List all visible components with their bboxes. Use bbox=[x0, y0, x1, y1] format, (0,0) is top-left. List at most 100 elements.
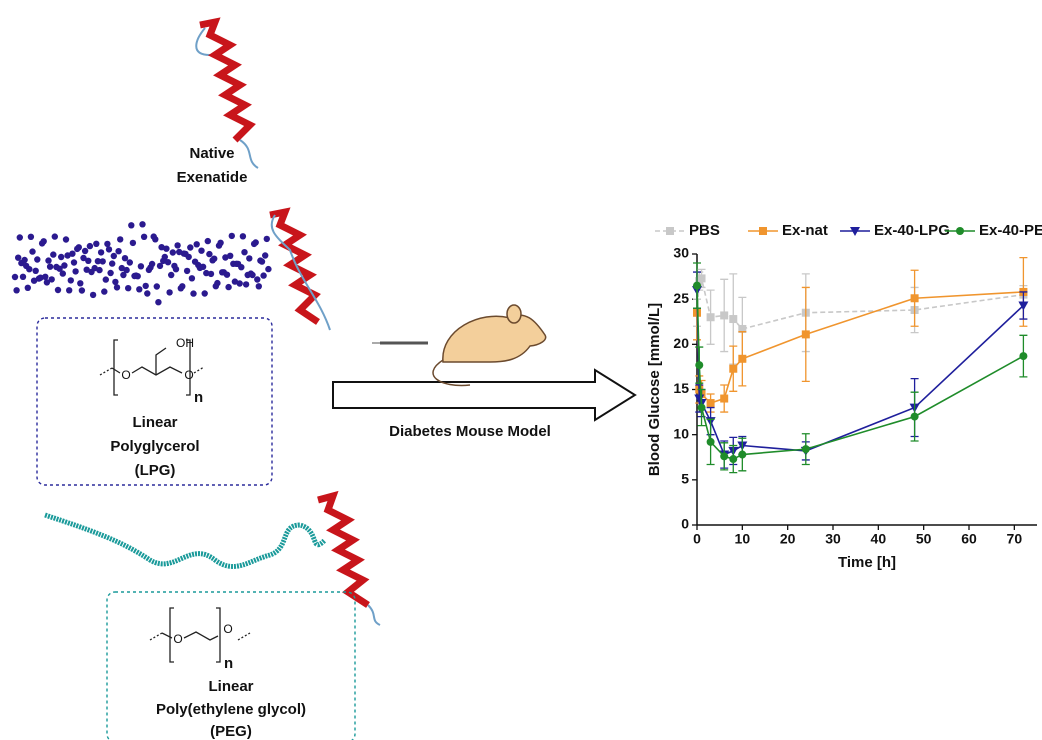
bead bbox=[34, 256, 41, 263]
bead bbox=[223, 271, 231, 278]
bead bbox=[199, 263, 207, 270]
bead bbox=[168, 271, 175, 279]
label: Polyglycerol bbox=[110, 438, 199, 455]
bead bbox=[187, 244, 194, 251]
peg-polymer bbox=[44, 512, 327, 569]
label: (LPG) bbox=[135, 462, 176, 479]
bead bbox=[231, 278, 239, 285]
bead bbox=[66, 287, 73, 294]
bead bbox=[161, 253, 168, 261]
bead bbox=[89, 291, 97, 299]
bead bbox=[238, 264, 245, 271]
y-tick-label: 5 bbox=[681, 471, 689, 487]
bead bbox=[136, 286, 143, 293]
bead bbox=[172, 266, 180, 273]
atom: O bbox=[223, 622, 232, 636]
bead bbox=[246, 255, 253, 262]
marker bbox=[956, 227, 964, 235]
bead bbox=[201, 290, 208, 297]
bead bbox=[155, 299, 162, 306]
bead bbox=[185, 253, 192, 261]
bead bbox=[140, 233, 148, 240]
y-tick-label: 20 bbox=[673, 335, 689, 351]
bead bbox=[207, 270, 215, 278]
marker bbox=[720, 311, 729, 320]
marker bbox=[666, 227, 674, 235]
marker bbox=[706, 399, 715, 408]
bead bbox=[123, 266, 130, 274]
bead bbox=[125, 285, 132, 292]
bead bbox=[81, 247, 89, 255]
bead bbox=[129, 239, 137, 247]
marker bbox=[729, 364, 738, 373]
bead bbox=[115, 248, 122, 255]
atom: O bbox=[121, 368, 130, 382]
marker bbox=[720, 452, 729, 461]
marker bbox=[706, 437, 715, 446]
x-tick-label: 60 bbox=[961, 531, 977, 547]
bead bbox=[265, 265, 272, 273]
mouse bbox=[372, 304, 547, 387]
bead bbox=[134, 273, 141, 280]
bead bbox=[222, 254, 229, 261]
bead bbox=[27, 233, 35, 240]
bead bbox=[148, 260, 156, 268]
marker bbox=[729, 455, 738, 464]
atom: O bbox=[173, 632, 182, 646]
atom: OH bbox=[176, 336, 194, 350]
bead bbox=[58, 253, 65, 261]
bead bbox=[80, 254, 87, 262]
x-tick-label: 30 bbox=[825, 531, 841, 547]
chart: 0 5 10 15 20 25 30 0 10 20 30 40 50 60 70 Time [h] Blood… bbox=[646, 222, 1042, 571]
marker bbox=[706, 313, 715, 322]
bead bbox=[21, 256, 28, 264]
bead bbox=[179, 283, 186, 290]
lpg-box bbox=[36, 317, 273, 486]
series-line bbox=[696, 285, 1024, 460]
bead bbox=[97, 249, 105, 256]
bead bbox=[19, 273, 27, 280]
bead bbox=[85, 257, 92, 264]
marker bbox=[738, 450, 747, 459]
arrow bbox=[332, 368, 637, 422]
atom: O bbox=[184, 368, 193, 382]
bead bbox=[93, 240, 100, 247]
bead bbox=[249, 271, 256, 279]
bead bbox=[59, 270, 66, 277]
bead bbox=[75, 244, 83, 251]
y-tick-label: 10 bbox=[673, 425, 689, 441]
bead bbox=[43, 279, 51, 286]
y-tick-label: 25 bbox=[673, 290, 689, 306]
bead bbox=[15, 254, 22, 261]
bead bbox=[206, 250, 213, 258]
bead bbox=[102, 276, 110, 283]
bead bbox=[225, 283, 232, 291]
label: Exenatide bbox=[177, 169, 248, 186]
bead bbox=[86, 242, 94, 250]
helix-lpg bbox=[269, 207, 331, 331]
bead bbox=[260, 272, 267, 279]
bead bbox=[118, 264, 126, 272]
bead bbox=[105, 246, 113, 253]
bead bbox=[228, 232, 235, 240]
peg-box bbox=[106, 591, 356, 740]
marker bbox=[850, 227, 860, 236]
bead bbox=[242, 281, 250, 288]
bead bbox=[144, 290, 151, 297]
bead bbox=[26, 266, 33, 273]
helix-native bbox=[195, 17, 259, 169]
bead bbox=[126, 259, 133, 266]
series-line bbox=[696, 276, 1024, 330]
marker bbox=[695, 361, 704, 370]
label: Linear bbox=[132, 414, 177, 431]
bead bbox=[101, 288, 108, 295]
bead bbox=[54, 286, 62, 294]
x-tick-label: 10 bbox=[735, 531, 751, 547]
label: Linear bbox=[208, 678, 253, 695]
bead bbox=[45, 257, 52, 264]
bead bbox=[174, 242, 181, 249]
bead bbox=[120, 271, 127, 279]
marker bbox=[738, 324, 747, 333]
bead bbox=[254, 276, 261, 283]
